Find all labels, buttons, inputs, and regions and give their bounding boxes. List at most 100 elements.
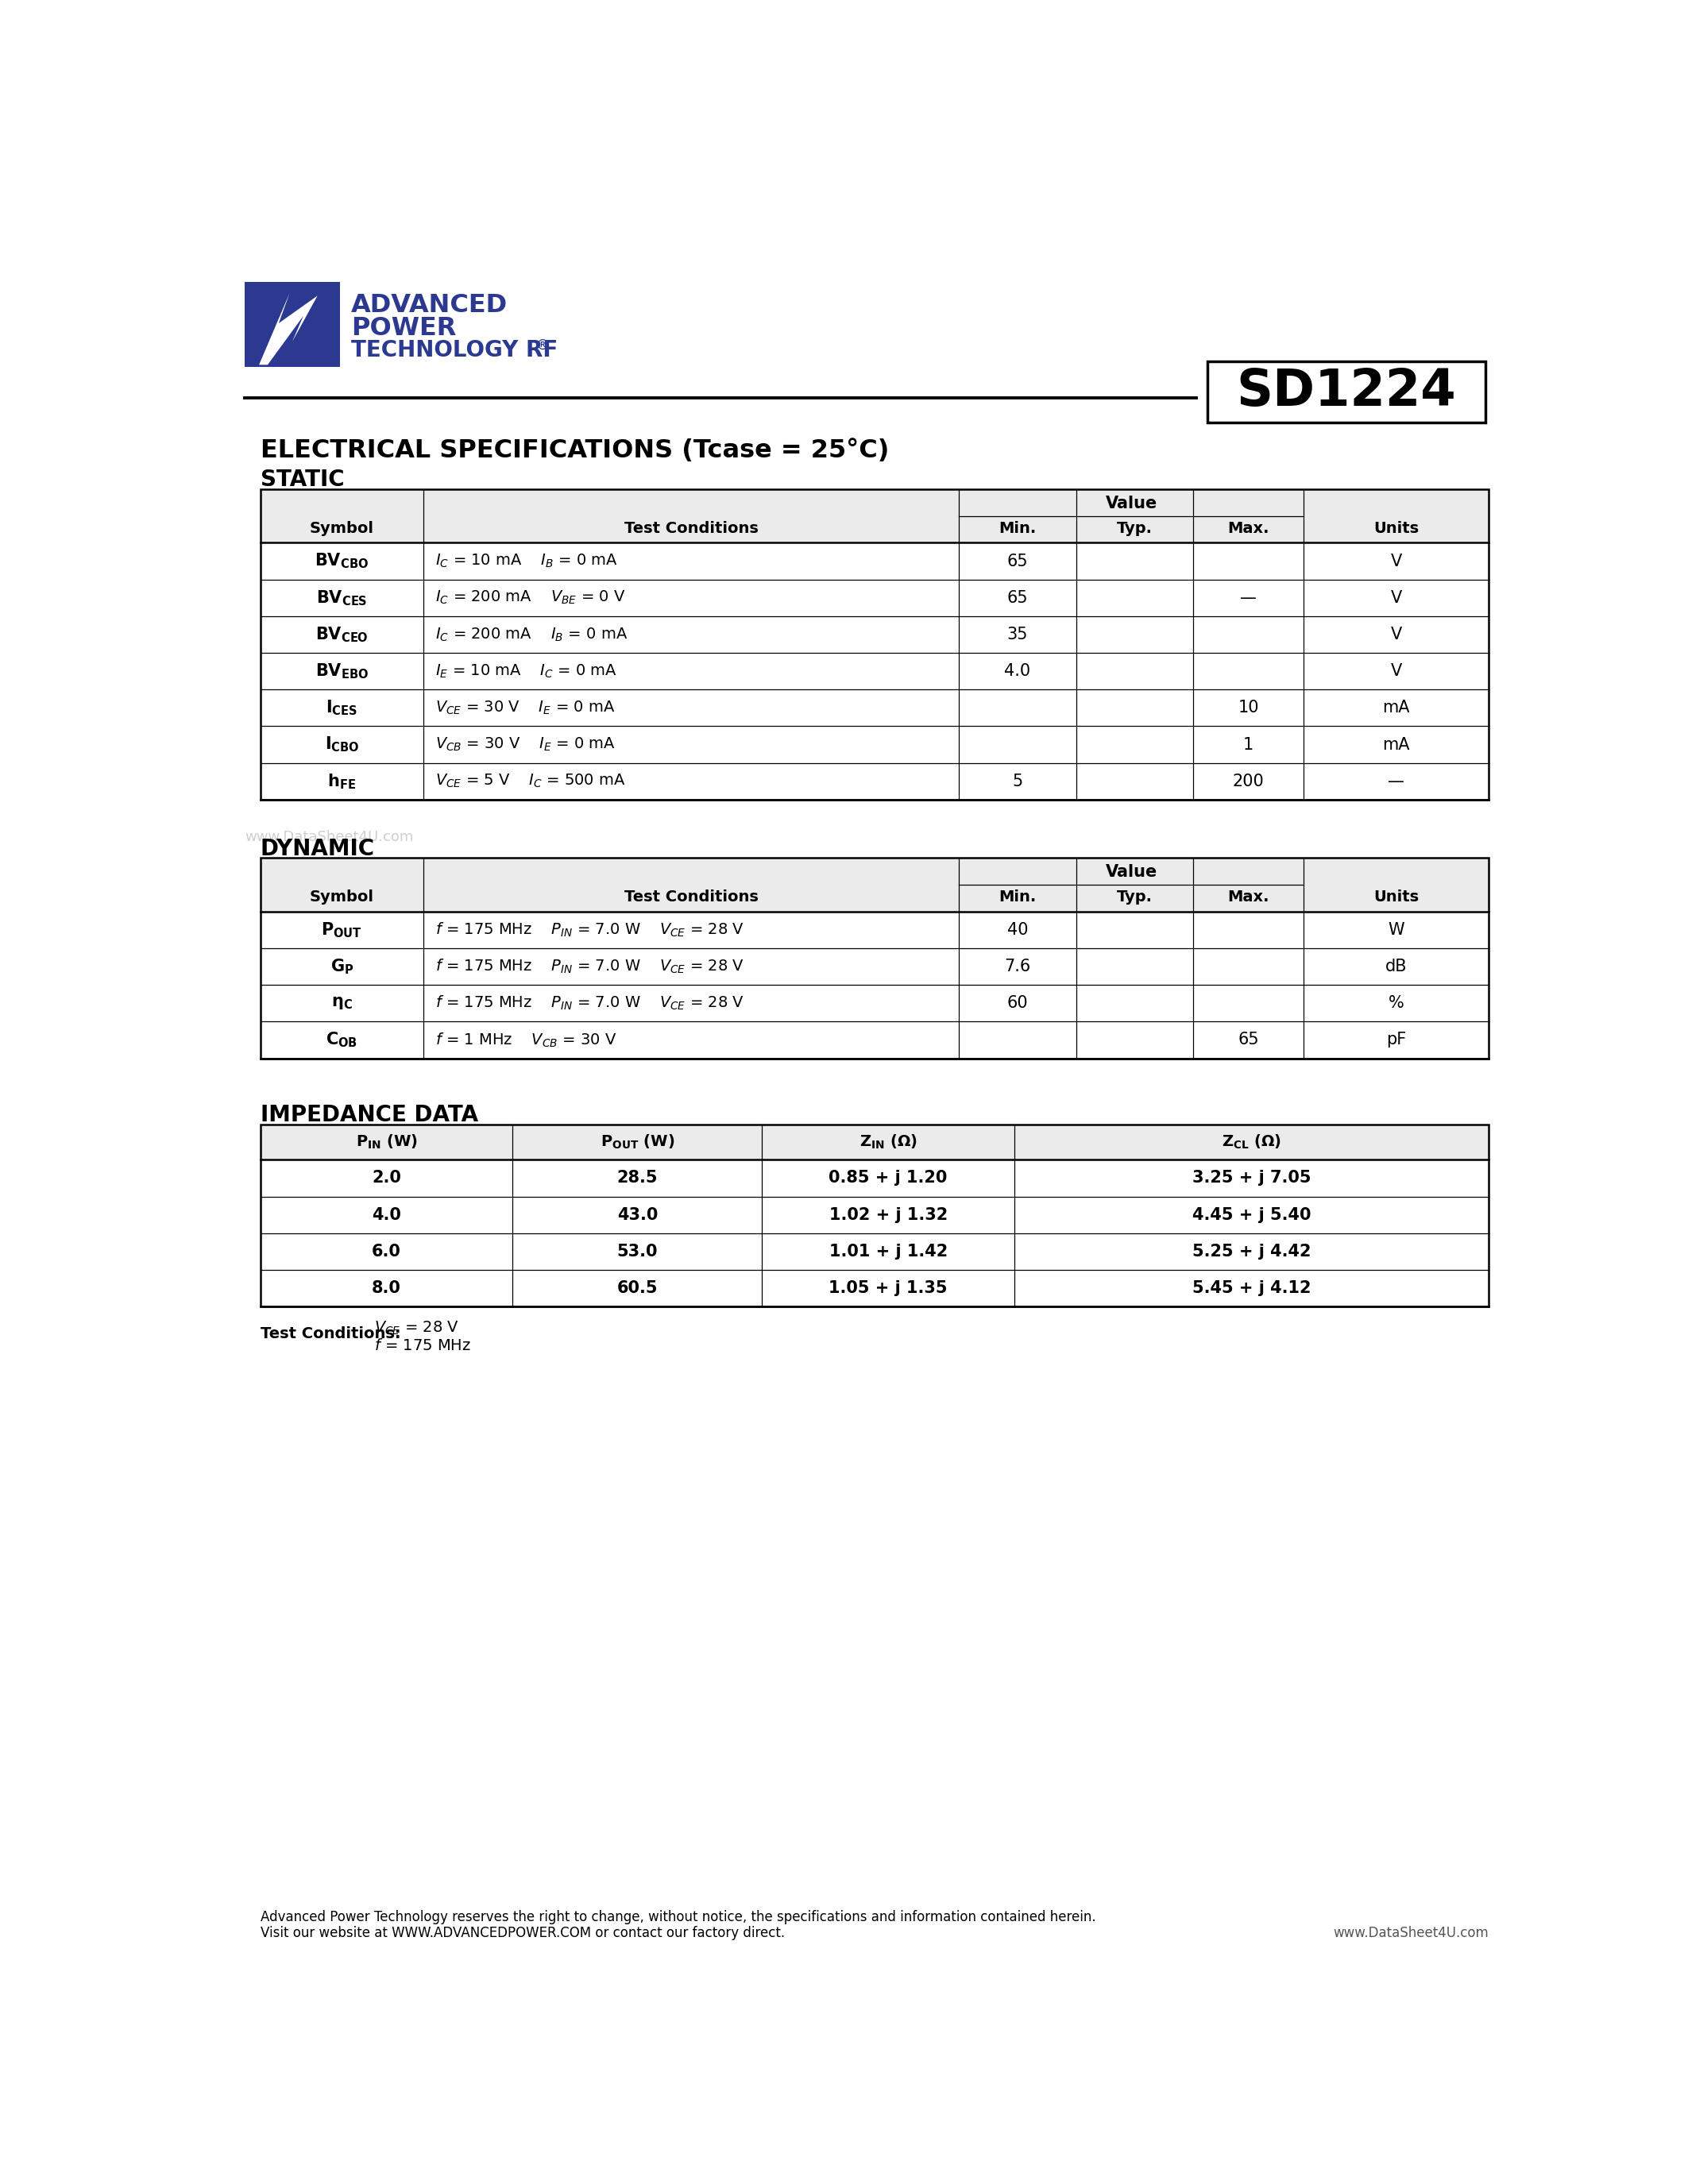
- Text: Max.: Max.: [1227, 520, 1269, 535]
- Text: $\mathit{I_C}$ = 200 mA    $\mathit{V_{BE}}$ = 0 V: $\mathit{I_C}$ = 200 mA $\mathit{V_{BE}}…: [436, 590, 626, 607]
- Bar: [1207, 360, 1485, 422]
- Polygon shape: [258, 293, 317, 365]
- Text: $\mathbf{BV_{CEO}}$: $\mathbf{BV_{CEO}}$: [316, 625, 368, 644]
- Text: Advanced Power Technology reserves the right to change, without notice, the spec: Advanced Power Technology reserves the r…: [260, 1911, 1096, 1924]
- Text: $\mathit{V_{CB}}$ = 30 V    $\mathit{I_E}$ = 0 mA: $\mathit{V_{CB}}$ = 30 V $\mathit{I_E}$ …: [436, 736, 616, 753]
- Text: $\mathbf{P_{OUT}}$ (W): $\mathbf{P_{OUT}}$ (W): [601, 1133, 675, 1151]
- Bar: [260, 579, 1489, 616]
- Text: 60: 60: [1006, 996, 1028, 1011]
- Text: $\mathit{I_C}$ = 10 mA    $\mathit{I_B}$ = 0 mA: $\mathit{I_C}$ = 10 mA $\mathit{I_B}$ = …: [436, 553, 618, 570]
- Text: 60.5: 60.5: [616, 1280, 658, 1295]
- Bar: [245, 282, 341, 367]
- Bar: [260, 985, 1489, 1022]
- Text: www.DataSheet4U.com: www.DataSheet4U.com: [1334, 1926, 1489, 1939]
- Text: 10: 10: [1237, 699, 1259, 716]
- Text: 40: 40: [1008, 922, 1028, 937]
- Text: Test Conditions:: Test Conditions:: [260, 1326, 400, 1341]
- Bar: [260, 762, 1489, 799]
- Text: IMPEDANCE DATA: IMPEDANCE DATA: [260, 1105, 478, 1127]
- Text: 28.5: 28.5: [616, 1171, 658, 1186]
- Text: STATIC: STATIC: [260, 470, 344, 491]
- Text: SD1224: SD1224: [1236, 367, 1457, 417]
- Text: $\mathbf{Z_{IN}}$ (Ω): $\mathbf{Z_{IN}}$ (Ω): [859, 1133, 917, 1151]
- Text: 1.02 + j 1.32: 1.02 + j 1.32: [829, 1208, 947, 1223]
- Text: $\mathbf{\eta_C}$: $\mathbf{\eta_C}$: [331, 996, 353, 1011]
- Text: $\mathit{I_C}$ = 200 mA    $\mathit{I_B}$ = 0 mA: $\mathit{I_C}$ = 200 mA $\mathit{I_B}$ =…: [436, 627, 628, 642]
- Bar: [260, 727, 1489, 762]
- Text: 6.0: 6.0: [371, 1243, 402, 1260]
- Text: $\mathbf{I_{CES}}$: $\mathbf{I_{CES}}$: [326, 699, 358, 716]
- Bar: [260, 948, 1489, 985]
- Text: Min.: Min.: [999, 520, 1036, 535]
- Text: $\mathit{V_{CE}}$ = 5 V    $\mathit{I_C}$ = 500 mA: $\mathit{V_{CE}}$ = 5 V $\mathit{I_C}$ =…: [436, 773, 626, 791]
- Text: ADVANCED: ADVANCED: [351, 293, 508, 317]
- Text: 35: 35: [1008, 627, 1028, 642]
- Text: $\mathit{V_{CE}}$ = 28 V: $\mathit{V_{CE}}$ = 28 V: [375, 1319, 459, 1337]
- Text: 4.0: 4.0: [1004, 664, 1031, 679]
- Text: $\mathbf{BV_{CBO}}$: $\mathbf{BV_{CBO}}$: [316, 553, 368, 570]
- Text: Units: Units: [1374, 520, 1418, 535]
- Text: V: V: [1391, 627, 1401, 642]
- Text: V: V: [1391, 664, 1401, 679]
- Text: Typ.: Typ.: [1116, 520, 1153, 535]
- Bar: [260, 1125, 1489, 1160]
- Text: Typ.: Typ.: [1116, 889, 1153, 904]
- Text: V: V: [1391, 590, 1401, 605]
- Text: $\mathit{f}$ = 175 MHz    $\mathit{P_{IN}}$ = 7.0 W    $\mathit{V_{CE}}$ = 28 V: $\mathit{f}$ = 175 MHz $\mathit{P_{IN}}$…: [436, 922, 744, 939]
- Text: $\mathit{f}$ = 175 MHz    $\mathit{P_{IN}}$ = 7.0 W    $\mathit{V_{CE}}$ = 28 V: $\mathit{f}$ = 175 MHz $\mathit{P_{IN}}$…: [436, 959, 744, 976]
- Text: 8.0: 8.0: [371, 1280, 402, 1295]
- Text: 3.25 + j 7.05: 3.25 + j 7.05: [1192, 1171, 1312, 1186]
- Text: Value: Value: [1106, 496, 1158, 511]
- Text: $\mathit{I_E}$ = 10 mA    $\mathit{I_C}$ = 0 mA: $\mathit{I_E}$ = 10 mA $\mathit{I_C}$ = …: [436, 662, 618, 679]
- Text: 5.25 + j 4.42: 5.25 + j 4.42: [1192, 1243, 1312, 1260]
- Text: 4.0: 4.0: [371, 1208, 402, 1223]
- Text: V: V: [1391, 553, 1401, 570]
- Text: TECHNOLOGY RF: TECHNOLOGY RF: [351, 339, 559, 360]
- Bar: [260, 858, 1489, 911]
- Text: Max.: Max.: [1227, 889, 1269, 904]
- Bar: [260, 616, 1489, 653]
- Text: —: —: [1241, 590, 1256, 605]
- Bar: [260, 690, 1489, 727]
- Bar: [260, 1125, 1489, 1306]
- Text: DYNAMIC: DYNAMIC: [260, 836, 375, 860]
- Text: 2.0: 2.0: [371, 1171, 402, 1186]
- Text: Min.: Min.: [999, 889, 1036, 904]
- Text: %: %: [1388, 996, 1404, 1011]
- Text: 4.45 + j 5.40: 4.45 + j 5.40: [1192, 1208, 1312, 1223]
- Bar: [260, 1197, 1489, 1234]
- Bar: [260, 489, 1489, 799]
- Text: Test Conditions: Test Conditions: [625, 889, 758, 904]
- Text: $\mathbf{P_{OUT}}$: $\mathbf{P_{OUT}}$: [321, 919, 363, 939]
- Text: $\mathbf{BV_{EBO}}$: $\mathbf{BV_{EBO}}$: [316, 662, 368, 681]
- Text: POWER: POWER: [351, 317, 456, 341]
- Text: Units: Units: [1374, 889, 1418, 904]
- Text: 0.85 + j 1.20: 0.85 + j 1.20: [829, 1171, 947, 1186]
- Text: Test Conditions: Test Conditions: [625, 520, 758, 535]
- Bar: [260, 544, 1489, 579]
- Bar: [260, 1269, 1489, 1306]
- Bar: [260, 489, 1489, 544]
- Text: $\mathbf{BV_{CES}}$: $\mathbf{BV_{CES}}$: [316, 587, 368, 607]
- Text: 1.01 + j 1.42: 1.01 + j 1.42: [829, 1243, 947, 1260]
- Text: ®: ®: [537, 339, 549, 352]
- Text: $\mathbf{h_{FE}}$: $\mathbf{h_{FE}}$: [327, 771, 356, 791]
- Text: www.DataSheet4U.com: www.DataSheet4U.com: [245, 830, 414, 843]
- Text: $\mathbf{G_P}$: $\mathbf{G_P}$: [331, 957, 353, 976]
- Text: $\mathit{f}$ = 175 MHz: $\mathit{f}$ = 175 MHz: [375, 1339, 471, 1354]
- Text: 200: 200: [1232, 773, 1264, 788]
- Text: 65: 65: [1006, 590, 1028, 605]
- Text: $\mathbf{I_{CBO}}$: $\mathbf{I_{CBO}}$: [324, 736, 360, 753]
- Text: Symbol: Symbol: [309, 520, 375, 535]
- Text: $\mathit{V_{CE}}$ = 30 V    $\mathit{I_E}$ = 0 mA: $\mathit{V_{CE}}$ = 30 V $\mathit{I_E}$ …: [436, 699, 616, 716]
- Text: $\mathbf{C_{OB}}$: $\mathbf{C_{OB}}$: [326, 1031, 358, 1048]
- Text: 53.0: 53.0: [616, 1243, 658, 1260]
- Bar: [260, 1160, 1489, 1197]
- Text: 1.05 + j 1.35: 1.05 + j 1.35: [829, 1280, 947, 1295]
- Bar: [260, 653, 1489, 690]
- Text: dB: dB: [1386, 959, 1408, 974]
- Text: Symbol: Symbol: [309, 889, 375, 904]
- Text: $\mathit{f}$ = 1 MHz    $\mathit{V_{CB}}$ = 30 V: $\mathit{f}$ = 1 MHz $\mathit{V_{CB}}$ =…: [436, 1031, 618, 1048]
- Text: mA: mA: [1382, 736, 1409, 753]
- Text: W: W: [1388, 922, 1404, 937]
